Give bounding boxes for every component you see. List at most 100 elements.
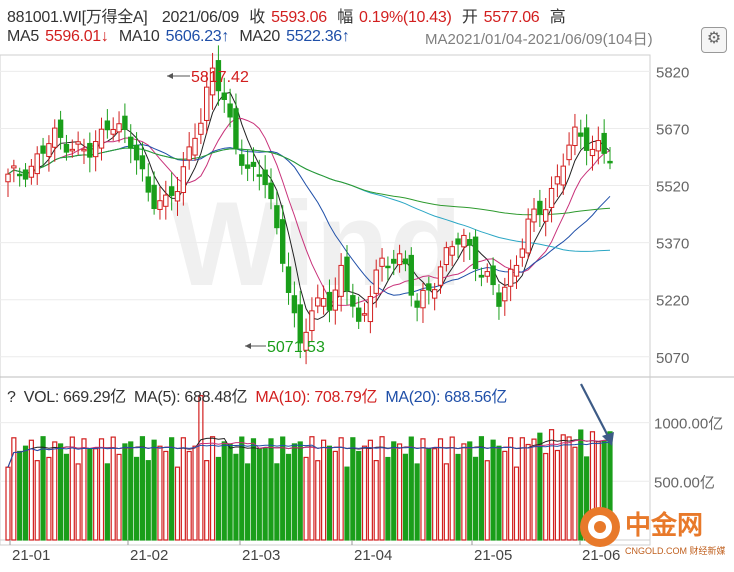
volume-bar <box>174 466 181 541</box>
volume-bar <box>209 436 216 541</box>
volume-bar <box>81 438 87 541</box>
candle-body <box>309 310 315 332</box>
volume-axis-ticks: 1000.00亿 500.00亿 <box>654 416 723 492</box>
volume-bar <box>122 443 128 541</box>
candle-body <box>28 165 35 178</box>
wind-watermark: Wind <box>170 177 462 311</box>
volume-legend-row: ? VOL: 669.29亿 MA(5): 688.48亿 MA(10): 708… <box>7 383 511 407</box>
volume-bar <box>326 445 333 541</box>
volume-bar <box>367 439 373 541</box>
candle-body <box>326 291 333 311</box>
trend-arrow <box>580 383 614 446</box>
candle-body <box>116 123 122 133</box>
volume-bar <box>344 466 350 541</box>
candle-body <box>209 67 216 96</box>
ma20-label: MA20 <box>239 28 280 45</box>
candle-body <box>525 218 531 254</box>
x-axis-label: 21-06 <box>582 547 620 564</box>
candle-body <box>502 286 508 302</box>
candle-body <box>215 60 222 92</box>
volume-bar <box>432 448 438 541</box>
candle-body <box>227 103 233 118</box>
volume-bar <box>566 436 572 541</box>
candle-body <box>250 161 257 167</box>
volume-bar <box>245 463 251 541</box>
price-tick-label: 5670 <box>656 121 689 138</box>
candle-body <box>578 132 584 137</box>
candle-body <box>607 160 613 164</box>
x-axis-label: 21-04 <box>354 547 392 564</box>
quote-header: 881001.WI[万得全A] 2021/06/09 收 5593.06 幅 0… <box>7 3 567 27</box>
change-value: 0.19%(10.43) <box>359 9 452 26</box>
candle-body <box>484 271 490 277</box>
candle-body <box>361 313 368 316</box>
x-axis-label: 21-03 <box>242 547 280 564</box>
candle-body <box>16 173 23 177</box>
candle-body <box>443 247 450 266</box>
candle-body <box>192 137 198 156</box>
candle-body <box>426 283 432 291</box>
candle-body <box>81 148 87 152</box>
low-annotation: 5071.53 <box>245 339 325 356</box>
volume-bar <box>461 443 467 541</box>
volume-bar <box>239 436 245 541</box>
candle-body <box>355 307 362 322</box>
ma-legend-row: MA5 5596.01↓ MA10 5606.23↑ MA20 5522.36↑ <box>7 28 352 46</box>
ma20-value: 5522.36↑ <box>286 28 350 45</box>
logo-subtext: CNGOLD.COM 财经新媒体 <box>625 545 725 556</box>
volume-bar <box>40 436 46 541</box>
candle-body <box>461 234 467 248</box>
candle-body <box>531 208 537 223</box>
volume-bar <box>426 448 432 541</box>
settings-gear-icon[interactable]: ⚙ <box>701 27 727 53</box>
volume-bar <box>467 441 473 541</box>
candle-body <box>431 289 438 299</box>
volume-bar <box>256 448 262 541</box>
candle-body <box>122 115 128 130</box>
volume-bar <box>215 456 222 541</box>
candle-body <box>478 274 485 278</box>
candle-body <box>344 256 350 292</box>
candle-body <box>145 176 151 193</box>
volume-bar <box>578 429 584 541</box>
volume-bar <box>379 436 385 541</box>
volume-bar <box>291 443 297 541</box>
vol-ma5: MA(5): 688.48亿 <box>134 389 248 406</box>
volume-bar <box>274 463 280 541</box>
candle-body <box>279 219 286 264</box>
x-axis-label: 21-05 <box>474 547 512 564</box>
candle-body <box>291 295 298 314</box>
volume-bar <box>98 438 105 541</box>
volume-bar <box>455 453 461 541</box>
x-axis-labels: 21-01 21-02 21-03 21-04 21-05 21-06 <box>9 540 620 564</box>
low-annotation-label: 5071.53 <box>267 339 325 356</box>
volume-bar <box>472 456 479 541</box>
price-tick-label: 5820 <box>656 64 689 81</box>
volume-bar <box>104 463 110 541</box>
candle-body <box>151 184 157 210</box>
candle-body <box>572 126 578 147</box>
candle-body <box>244 164 251 169</box>
volume-bar <box>11 437 17 541</box>
candle-body <box>408 254 414 296</box>
candle-body <box>157 200 163 210</box>
candle-body <box>75 141 81 145</box>
candle-body <box>268 182 274 200</box>
volume-bar <box>233 453 239 541</box>
volume-bar <box>496 445 502 541</box>
help-question-icon[interactable]: ? <box>7 389 16 406</box>
vol-ma5-line <box>7 437 611 468</box>
volume-bar <box>34 460 40 541</box>
high-annotation: 5817.42 <box>167 69 249 86</box>
candle-body <box>589 148 596 157</box>
volume-bar <box>250 438 257 541</box>
candle-body <box>303 331 309 351</box>
volume-bar <box>128 441 134 541</box>
volume-tick-label: 1000.00亿 <box>654 416 723 433</box>
volume-bar <box>22 445 29 541</box>
volume-bar <box>17 450 23 541</box>
candle-body <box>554 176 561 185</box>
candle-body <box>391 258 397 264</box>
volume-tick-label: 500.00亿 <box>654 474 715 491</box>
candle-body <box>22 169 29 180</box>
